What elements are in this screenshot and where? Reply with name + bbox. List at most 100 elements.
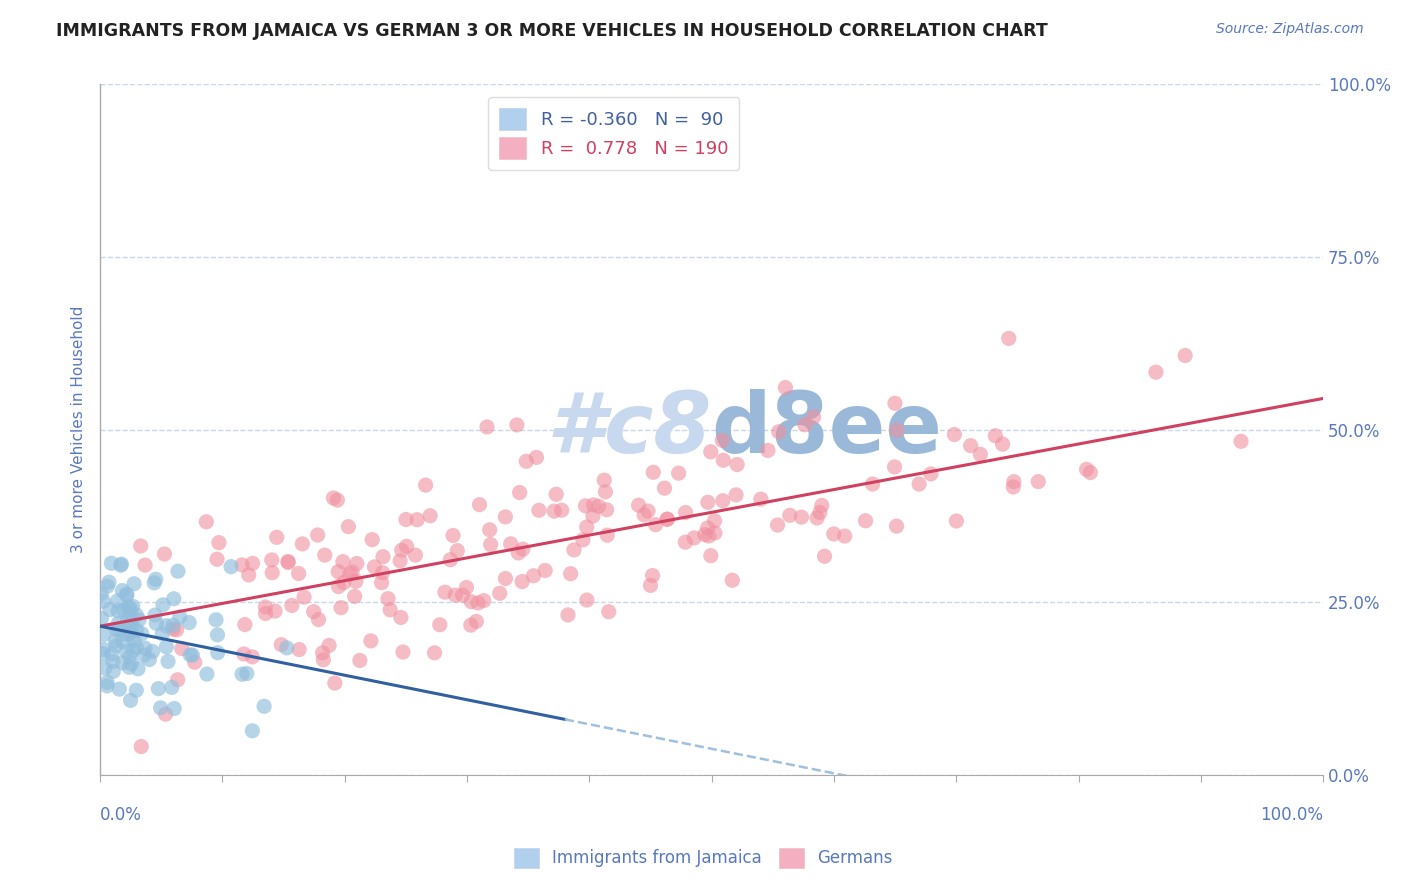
Point [107, 622, 129, 636]
Point [91, 647, 114, 661]
Text: d8ee: d8ee [711, 389, 942, 470]
Point [162, 618, 184, 632]
Point [110, 558, 132, 573]
Point [582, 498, 605, 512]
Point [232, 647, 254, 661]
Point [333, 575, 356, 590]
Point [105, 623, 128, 637]
Point [673, 535, 696, 549]
Point [240, 723, 263, 738]
Point [183, 655, 205, 669]
Point [756, 443, 779, 458]
Point [806, 511, 828, 525]
Point [823, 527, 845, 541]
Point [260, 553, 283, 567]
Point [703, 525, 725, 540]
Text: #c8: #c8 [547, 389, 711, 470]
Point [775, 380, 797, 394]
Point [118, 627, 141, 641]
Point [640, 578, 662, 592]
Point [233, 617, 256, 632]
Point [236, 666, 259, 681]
Point [546, 487, 568, 501]
Point [515, 454, 537, 468]
Point [697, 529, 720, 543]
Point [125, 607, 148, 622]
Point [494, 509, 516, 524]
Point [389, 554, 412, 568]
Point [429, 617, 451, 632]
Point [543, 504, 565, 518]
Point [129, 539, 152, 553]
Point [163, 701, 186, 715]
Point [93, 594, 115, 608]
Point [668, 466, 690, 480]
Point [115, 644, 138, 658]
Point [433, 585, 456, 599]
Point [314, 548, 336, 562]
Point [153, 547, 176, 561]
Point [997, 331, 1019, 345]
Point [495, 572, 517, 586]
Point [522, 568, 544, 582]
Point [1002, 475, 1025, 489]
Point [969, 447, 991, 461]
Point [121, 614, 143, 628]
Point [510, 574, 533, 589]
Point [103, 665, 125, 679]
Point [308, 613, 330, 627]
Point [488, 586, 510, 600]
Point [266, 530, 288, 544]
Point [179, 615, 201, 630]
Point [534, 564, 557, 578]
Point [700, 445, 723, 459]
Point [593, 473, 616, 487]
Point [509, 485, 531, 500]
Point [560, 566, 582, 581]
Point [959, 439, 981, 453]
Point [288, 642, 311, 657]
Point [404, 548, 426, 562]
Point [415, 478, 437, 492]
Point [104, 639, 127, 653]
Point [725, 488, 748, 502]
Point [112, 603, 135, 617]
Point [276, 640, 298, 655]
Point [793, 417, 815, 432]
Text: 0.0%: 0.0% [100, 805, 142, 823]
Point [361, 533, 384, 547]
Point [181, 648, 204, 662]
Point [141, 644, 163, 658]
Point [96, 579, 118, 593]
Point [231, 558, 253, 572]
Point [94, 661, 117, 675]
Point [162, 622, 184, 636]
Point [148, 681, 170, 696]
Point [107, 615, 129, 630]
Point [627, 498, 650, 512]
Point [370, 575, 392, 590]
Point [322, 491, 344, 505]
Point [790, 510, 813, 524]
Point [115, 588, 138, 602]
Point [575, 593, 598, 607]
Point [238, 567, 260, 582]
Point [117, 599, 139, 614]
Point [475, 420, 498, 434]
Point [562, 542, 585, 557]
Point [343, 590, 366, 604]
Point [389, 610, 412, 624]
Point [423, 646, 446, 660]
Point [150, 626, 173, 640]
Point [526, 450, 548, 465]
Point [160, 681, 183, 695]
Point [179, 648, 201, 662]
Point [120, 693, 142, 707]
Point [808, 506, 831, 520]
Point [207, 628, 229, 642]
Point [120, 619, 142, 633]
Point [395, 539, 418, 553]
Point [101, 655, 124, 669]
Point [1002, 480, 1025, 494]
Point [242, 557, 264, 571]
